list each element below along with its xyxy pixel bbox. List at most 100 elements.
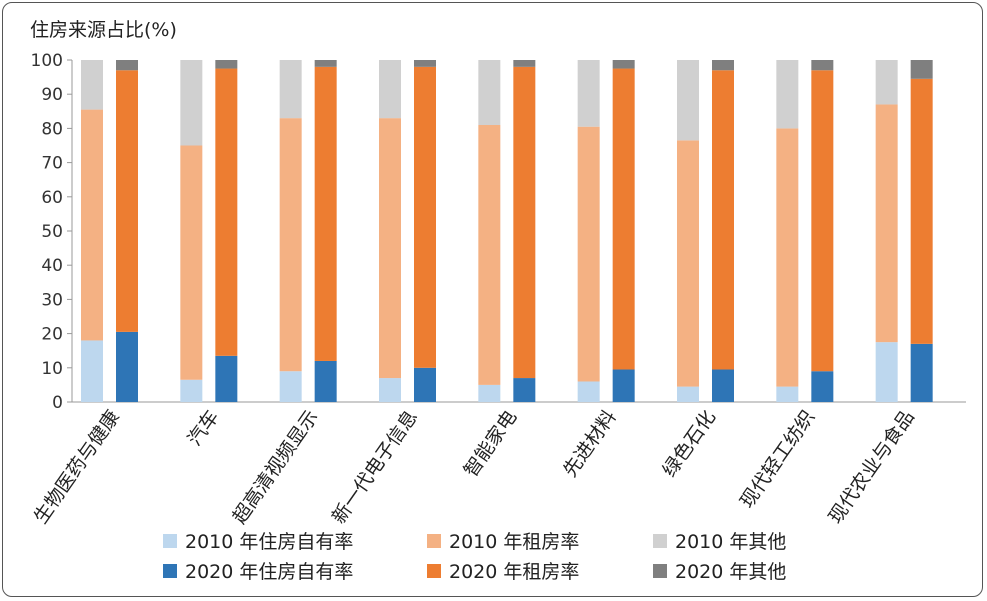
- x-category-label: 新一代电子信息: [328, 406, 422, 528]
- category-group: [379, 60, 436, 402]
- category-group: [677, 60, 734, 402]
- x-category-label: 智能家电: [460, 406, 522, 481]
- bar-segment: [577, 126, 600, 382]
- x-category-label: 汽车: [184, 406, 224, 450]
- legend-swatch: [427, 534, 441, 548]
- bar-segment: [677, 386, 699, 402]
- y-tick-label: 100: [31, 51, 63, 71]
- bar-segment: [712, 70, 734, 370]
- bar-segment: [875, 342, 898, 402]
- bar-segment: [116, 70, 138, 332]
- bar-segment: [314, 360, 337, 402]
- legend-swatch: [163, 534, 177, 548]
- bar-segment: [875, 104, 898, 343]
- bar-segment: [478, 60, 501, 125]
- legend-label: 2020 年住房自有率: [185, 561, 353, 583]
- bar-segment: [875, 60, 898, 105]
- bar-segment: [81, 109, 103, 341]
- y-tick-label: 0: [52, 393, 63, 413]
- x-category-label: 绿色石化: [658, 406, 720, 481]
- bar-segment: [513, 60, 536, 67]
- bar-segment: [712, 60, 734, 71]
- bar-segment: [811, 70, 834, 372]
- bar-segment: [215, 60, 238, 69]
- legend-label: 2010 年住房自有率: [185, 531, 353, 553]
- bar-segment: [414, 367, 436, 402]
- legend-item: 2020 年租房率: [427, 561, 579, 583]
- bar-segment: [180, 60, 203, 146]
- legend-swatch: [427, 564, 441, 578]
- legend-swatch: [163, 564, 177, 578]
- bar-segment: [776, 386, 799, 402]
- bar-segment: [379, 118, 401, 379]
- category-group: [776, 60, 834, 402]
- category-group: [875, 60, 933, 402]
- y-tick-label: 10: [41, 359, 63, 379]
- legend-item: 2010 年住房自有率: [163, 531, 353, 553]
- bar-segment: [379, 60, 401, 119]
- category-group: [81, 60, 138, 402]
- bar-segment: [677, 140, 699, 387]
- y-tick-label: 60: [41, 188, 63, 208]
- bars: [81, 60, 933, 402]
- bar-segment: [513, 66, 536, 379]
- category-group: [180, 60, 238, 402]
- bar-segment: [577, 60, 600, 127]
- x-category-label: 现代农业与食品: [824, 406, 918, 528]
- bar-segment: [910, 60, 933, 79]
- bar-segment: [712, 369, 734, 402]
- bar-segment: [776, 60, 799, 129]
- legend-item: 2010 年其他: [653, 531, 786, 553]
- category-group: [279, 60, 337, 402]
- bar-segment: [180, 379, 203, 402]
- y-tick-label: 30: [41, 290, 63, 310]
- bar-segment: [612, 68, 635, 370]
- bar-segment: [116, 60, 138, 71]
- bar-segment: [513, 378, 536, 402]
- bar-segment: [314, 60, 337, 67]
- bar-segment: [279, 118, 302, 372]
- legend-item: 2010 年租房率: [427, 531, 579, 553]
- bar-segment: [811, 60, 834, 71]
- bar-segment: [414, 66, 436, 368]
- y-tick-label: 80: [41, 119, 63, 139]
- bar-segment: [116, 331, 138, 402]
- bar-segment: [677, 60, 699, 141]
- y-tick-label: 70: [41, 154, 63, 174]
- bar-segment: [776, 128, 799, 387]
- bar-segment: [478, 384, 501, 402]
- y-tick-label: 40: [41, 256, 63, 276]
- x-category-label: 生物医药与健康: [30, 406, 124, 528]
- legend-item: 2020 年其他: [653, 561, 786, 583]
- x-category-label: 现代轻工纺织: [736, 406, 819, 512]
- legend-item: 2020 年住房自有率: [163, 561, 353, 583]
- bar-segment: [279, 371, 302, 402]
- legend-label: 2020 年其他: [675, 561, 786, 583]
- bar-segment: [577, 381, 600, 402]
- x-axis-labels: 生物医药与健康 汽车 超高清视频显示 新一代电子信息 智能家电 先进材料 绿色石化 现代轻工纺…: [30, 406, 919, 528]
- y-tick-label: 50: [41, 222, 63, 242]
- legend-swatch: [653, 564, 667, 578]
- bar-segment: [314, 66, 337, 361]
- bar-segment: [279, 60, 302, 119]
- x-category-label: 先进材料: [559, 406, 621, 481]
- bar-segment: [414, 60, 436, 67]
- y-tick-label: 90: [41, 85, 63, 105]
- bar-segment: [612, 369, 635, 402]
- bar-segment: [478, 124, 501, 385]
- legend: 2010 年住房自有率 2010 年租房率 2010 年其他 2020 年住房自有率 2…: [163, 531, 786, 583]
- bar-segment: [379, 378, 401, 402]
- legend-label: 2020 年租房率: [449, 561, 579, 583]
- bar-segment: [910, 78, 933, 344]
- bar-segment: [180, 145, 203, 380]
- legend-label: 2010 年其他: [675, 531, 786, 553]
- y-axis-title: 住房来源占比(%): [30, 19, 177, 41]
- x-category-label: 超高清视频显示: [228, 406, 322, 528]
- bar-segment: [81, 60, 103, 110]
- bar-segment: [81, 340, 103, 402]
- bar-segment: [612, 60, 635, 69]
- legend-label: 2010 年租房率: [449, 531, 579, 553]
- bar-segment: [910, 343, 933, 402]
- bar-segment: [215, 68, 238, 356]
